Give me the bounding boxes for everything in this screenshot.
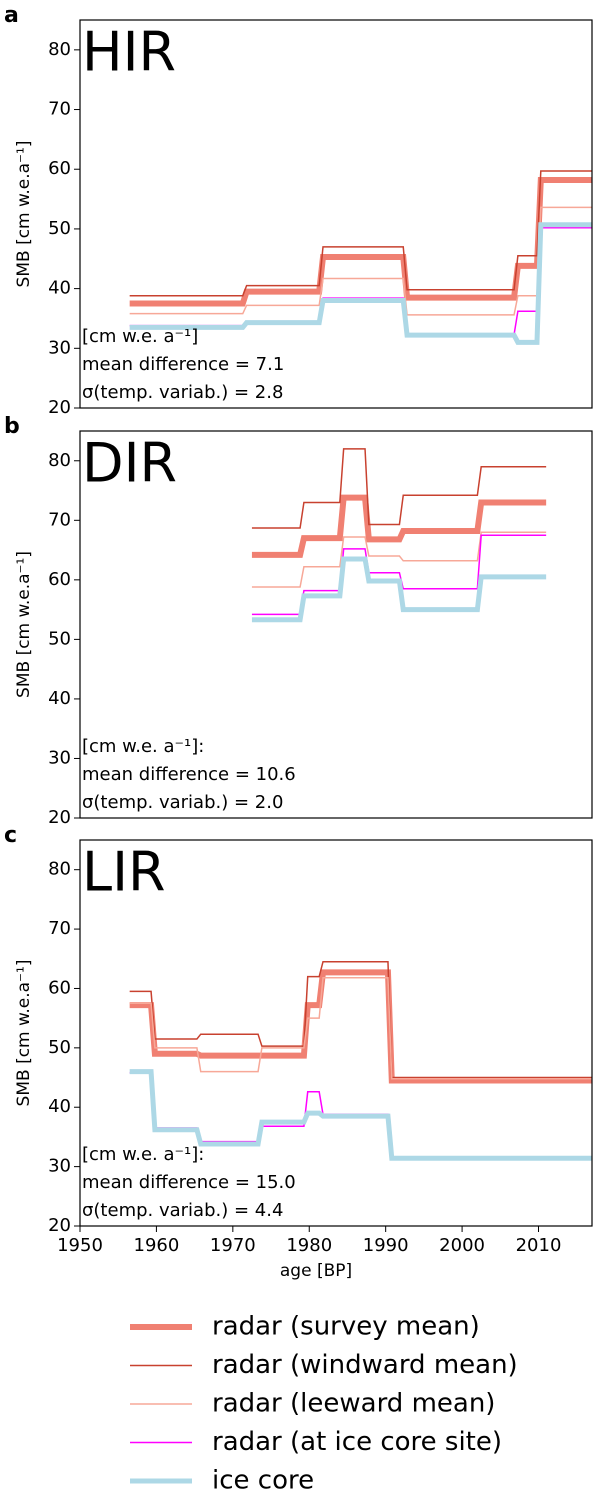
series-line — [129, 969, 592, 1084]
annotation: [cm w.e. a⁻¹] — [82, 326, 198, 347]
y-tick-label: 50 — [48, 628, 71, 649]
series-line — [251, 531, 547, 588]
legend-label: radar (at ice core site) — [212, 1427, 502, 1457]
panel-letter: c — [4, 823, 17, 848]
y-tick-label: 70 — [48, 918, 71, 939]
y-tick-label: 20 — [48, 807, 71, 828]
panel-title: LIR — [82, 841, 166, 904]
y-tick-label: 20 — [48, 1215, 71, 1236]
y-tick-label: 60 — [48, 158, 71, 179]
x-tick-label: 1980 — [286, 1235, 332, 1256]
y-tick-label: 70 — [48, 99, 71, 120]
x-tick-label: 2000 — [439, 1235, 485, 1256]
series-line — [129, 1069, 592, 1161]
series-line — [129, 222, 592, 345]
y-tick-label: 40 — [48, 278, 71, 299]
x-tick-label: 1950 — [57, 1235, 103, 1256]
y-tick-label: 60 — [48, 977, 71, 998]
y-tick-label: 30 — [48, 747, 71, 768]
panel-title: HIR — [82, 21, 176, 84]
y-axis-label: SMB [cm w.e.a⁻¹] — [14, 141, 34, 288]
y-tick-label: 40 — [48, 1096, 71, 1117]
series-line — [129, 176, 592, 307]
y-tick-label: 80 — [48, 450, 71, 471]
y-axis-label: SMB [cm w.e.a⁻¹] — [14, 960, 34, 1107]
y-tick-label: 80 — [48, 39, 71, 60]
y-tick-label: 40 — [48, 688, 71, 709]
x-tick-label: 1990 — [363, 1235, 409, 1256]
series-line — [129, 170, 592, 297]
x-tick-label: 2010 — [516, 1235, 562, 1256]
annotation: σ(temp. variab.) = 2.0 — [82, 792, 283, 813]
plot-frame — [79, 430, 593, 819]
legend-label: radar (leeward mean) — [212, 1389, 495, 1419]
series-line — [129, 977, 592, 1080]
panel-letter: a — [4, 3, 19, 28]
y-tick-label: 50 — [48, 218, 71, 239]
x-tick-label: 1960 — [134, 1235, 180, 1256]
annotation: σ(temp. variab.) = 2.8 — [82, 382, 283, 403]
y-tick-label: 80 — [48, 859, 71, 880]
series-line — [251, 556, 547, 623]
y-tick-label: 20 — [48, 397, 71, 418]
annotation: mean difference = 10.6 — [82, 764, 296, 785]
y-tick-label: 30 — [48, 337, 71, 358]
panel-title: DIR — [82, 432, 177, 495]
y-tick-label: 60 — [48, 569, 71, 590]
panel-letter: b — [4, 414, 20, 439]
series-line — [129, 960, 592, 1079]
annotation: mean difference = 15.0 — [82, 1172, 296, 1193]
annotation: σ(temp. variab.) = 4.4 — [82, 1200, 283, 1221]
x-axis-label: age [BP] — [280, 1261, 352, 1281]
y-axis-label: SMB [cm w.e.a⁻¹] — [14, 551, 34, 698]
legend-label: radar (survey mean) — [212, 1312, 480, 1342]
legend-label: ice core — [212, 1466, 314, 1496]
y-tick-label: 50 — [48, 1037, 71, 1058]
annotation: [cm w.e. a⁻¹]: — [82, 736, 204, 757]
plot-frame — [79, 19, 593, 409]
x-tick-label: 1970 — [210, 1235, 256, 1256]
plot-frame — [79, 839, 593, 1227]
series-line — [251, 448, 547, 529]
y-tick-label: 70 — [48, 509, 71, 530]
y-tick-label: 30 — [48, 1156, 71, 1177]
legend-label: radar (windward mean) — [212, 1350, 518, 1380]
series-line — [251, 494, 547, 558]
series-line — [129, 226, 592, 336]
annotation: [cm w.e. a⁻¹]: — [82, 1144, 204, 1165]
annotation: mean difference = 7.1 — [82, 354, 284, 375]
